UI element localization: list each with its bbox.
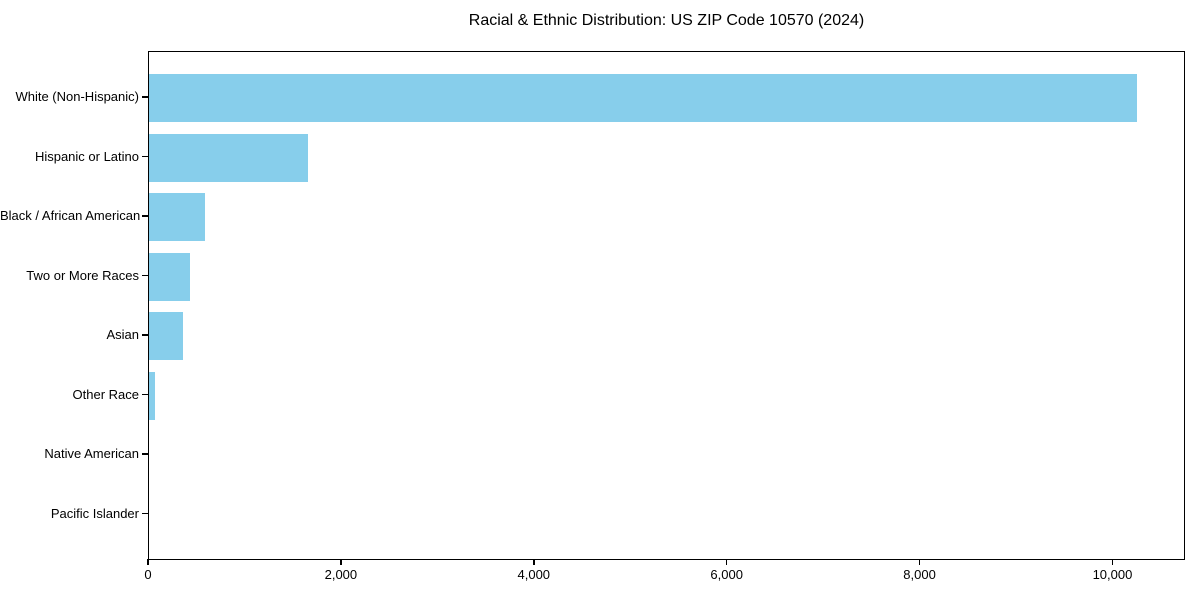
bar-other-race [149, 371, 156, 420]
y-tick-mark [142, 274, 148, 277]
x-tick-mark [1111, 559, 1114, 565]
y-tick-label-native-american: Native American [44, 446, 139, 461]
x-tick-mark [918, 559, 921, 565]
y-tick-mark [142, 453, 148, 455]
x-tick-mark [147, 559, 149, 565]
plot-area [148, 51, 1185, 560]
x-tick-mark [725, 559, 728, 565]
y-tick-label-white-non-hispanic: White (Non-Hispanic) [15, 89, 139, 104]
y-tick-mark [142, 215, 148, 217]
bar-asian [149, 312, 183, 360]
x-tick-mark [340, 559, 342, 565]
bar-white-non-hispanic [149, 74, 1137, 122]
y-tick-label-black-african-american: Black / African American [0, 208, 141, 223]
bar-two-or-more-races [149, 252, 190, 301]
y-tick-label-hispanic-or-latino: Hispanic or Latino [34, 148, 139, 164]
x-tick-label-6000: 6,000 [710, 567, 743, 582]
x-tick-mark [533, 559, 535, 565]
y-tick-label-asian: Asian [106, 327, 139, 342]
x-tick-label-4000: 4,000 [517, 567, 551, 582]
chart-title: Racial & Ethnic Distribution: US ZIP Cod… [468, 12, 865, 29]
bar-hispanic-or-latino [149, 133, 309, 182]
y-tick-mark [142, 334, 148, 336]
x-tick-label-0: 0 [144, 567, 152, 582]
y-tick-mark [142, 512, 148, 515]
y-tick-mark [142, 393, 148, 396]
bar-black-african-american [149, 193, 205, 241]
x-tick-label-2000: 2,000 [324, 567, 358, 582]
x-tick-label-10000: 10,000 [1092, 567, 1133, 582]
y-tick-mark [142, 155, 148, 158]
x-tick-label-8000: 8,000 [903, 567, 936, 582]
y-tick-label-pacific-islander: Pacific Islander [50, 505, 139, 521]
y-tick-label-other-race: Other Race [72, 386, 139, 402]
y-tick-label-two-or-more-races: Two or More Races [26, 267, 139, 283]
y-tick-mark [142, 96, 148, 98]
